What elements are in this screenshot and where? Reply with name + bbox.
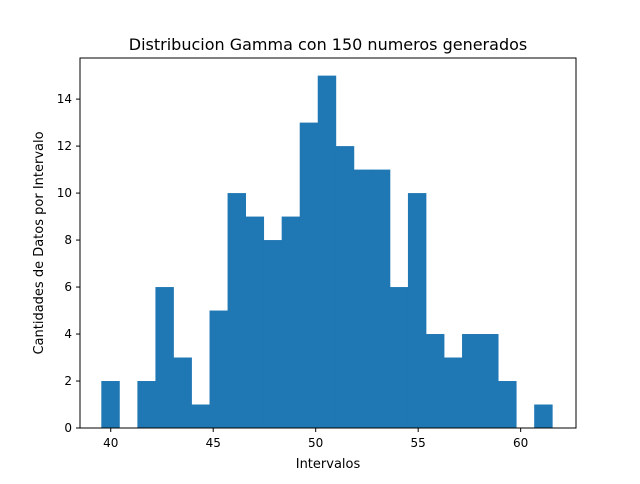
histogram-bar [155,287,174,428]
histogram-bar [480,334,499,428]
histogram-bar [209,310,228,428]
y-tick-label: 8 [64,233,72,247]
histogram-bar [462,334,481,428]
x-tick-label: 45 [206,436,221,450]
histogram-bar [534,404,553,428]
histogram-bar [407,193,427,428]
y-tick-label: 10 [57,186,72,200]
histogram-bar [101,381,120,428]
histogram-bar [191,404,210,428]
histogram-bar [227,193,247,428]
histogram-bar [317,75,337,429]
histogram-bar [299,122,319,428]
y-axis-ticks: 0 2 4 6 8 10 12 14 [57,92,80,435]
histogram-bar [245,216,265,428]
x-tick-label: 50 [308,436,323,450]
x-axis-ticks: 40 45 50 55 60 [103,428,528,450]
histogram-bar [281,216,301,428]
y-tick-label: 4 [64,327,72,341]
y-axis-label: Cantidades de Datos por Intervalo [32,131,47,354]
histogram-bar [335,146,355,428]
histogram-bar [425,334,445,428]
y-tick-label: 12 [57,139,72,153]
x-axis-label: Intervalos [296,457,361,472]
histogram-bar [353,169,373,428]
histogram-bar [263,240,283,428]
plot-frame [79,57,577,429]
histogram-bar [371,169,391,428]
histogram-bar [389,287,409,428]
histogram-bar [173,357,192,428]
histogram-bar [498,381,517,428]
histogram-bar [137,381,156,428]
x-tick-label: 55 [411,436,426,450]
y-tick-label: 14 [57,92,72,106]
chart-title: Distribucion Gamma con 150 numeros gener… [129,35,527,54]
x-tick-label: 60 [513,436,528,450]
x-tick-label: 40 [103,436,118,450]
y-tick-label: 2 [64,374,72,388]
y-tick-label: 0 [64,421,72,435]
y-tick-label: 6 [64,280,72,294]
histogram-bar [444,357,463,428]
bars-group [101,75,553,429]
